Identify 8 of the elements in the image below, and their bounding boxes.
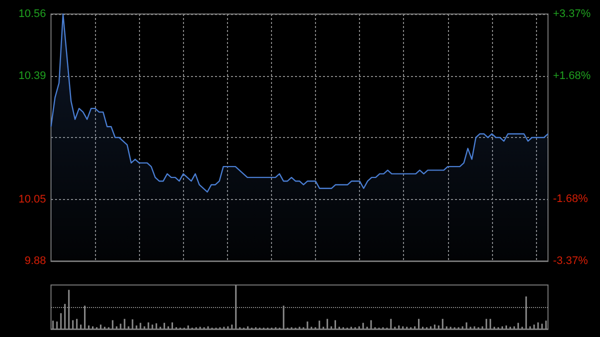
y2-tick-label: -3.37% <box>553 255 588 267</box>
y-tick-label: 10.39 <box>18 70 46 82</box>
y-tick-label: 10.56 <box>18 8 46 20</box>
y2-tick-label: +1.68% <box>553 70 591 82</box>
y2-tick-label: -1.68% <box>553 193 588 206</box>
y2-tick-label: +3.37% <box>553 8 591 20</box>
y-tick-label: 9.88 <box>24 255 46 267</box>
y-tick-label: 10.05 <box>18 193 46 206</box>
